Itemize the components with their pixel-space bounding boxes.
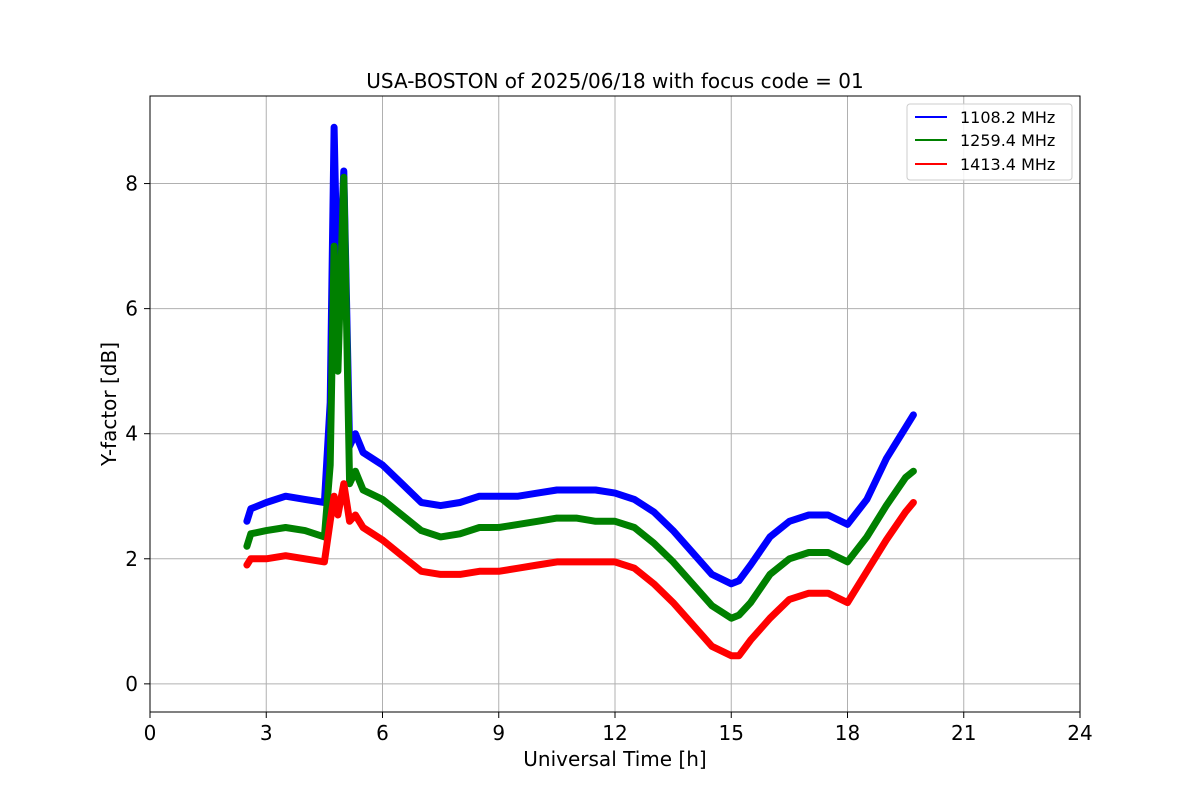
y-tick-label: 8 [125,172,138,196]
series-line-1259-4-mhz [243,173,917,622]
legend-label-1108-2: 1108.2 MHz [960,108,1055,127]
x-tick-label: 6 [376,721,389,745]
legend-box [906,103,1073,181]
y-tick-label: 2 [125,547,138,571]
y-axis: 0 2 4 6 8 [125,172,150,696]
legend: 1108.2 MHz 1259.4 MHz 1413.4 MHz [906,103,1073,181]
x-axis-label: Universal Time [h] [523,747,706,771]
series-layer [243,123,917,660]
series-line-1108-2-mhz [243,123,917,588]
y-tick-label: 4 [125,422,138,446]
legend-label-1413-4: 1413.4 MHz [960,155,1055,174]
legend-label-1259-4: 1259.4 MHz [960,131,1055,150]
x-axis: 0 3 6 9 12 15 18 21 24 [144,712,1093,745]
x-tick-label: 21 [951,721,976,745]
x-tick-label: 0 [144,721,157,745]
y-tick-label: 6 [125,297,138,321]
x-tick-label: 3 [260,721,273,745]
x-tick-label: 18 [835,721,860,745]
x-tick-label: 12 [602,721,627,745]
x-tick-label: 9 [492,721,505,745]
series-line-1413-4-mhz [243,480,917,660]
x-tick-label: 24 [1067,721,1092,745]
y-tick-label: 0 [125,672,138,696]
y-axis-label: Y-factor [dB] [97,342,121,467]
chart-title: USA-BOSTON of 2025/06/18 with focus code… [366,69,863,93]
x-tick-label: 15 [719,721,744,745]
